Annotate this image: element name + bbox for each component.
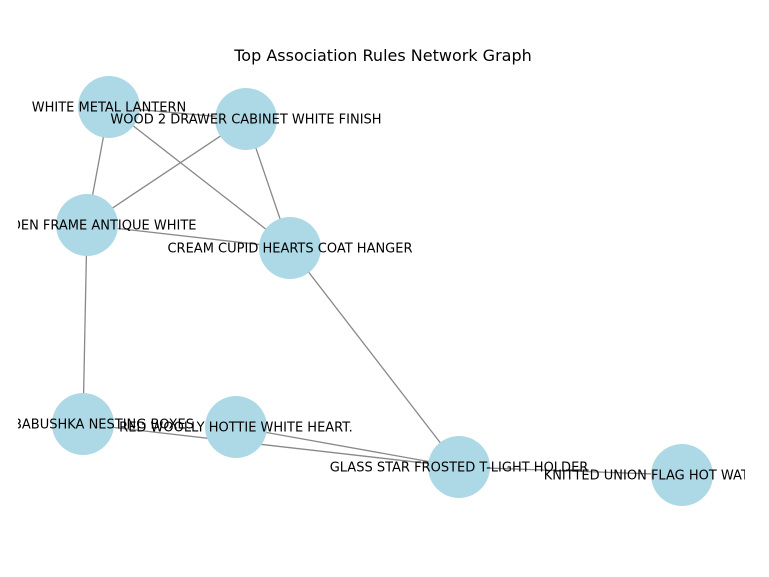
edges-layer [82, 106, 683, 476]
edge-hottie-glass [235, 426, 460, 468]
nodes-layer [52, 76, 713, 506]
node-label-babushka: SET 7 BABUSHKA NESTING BOXES [0, 418, 194, 433]
graph-title: Top Association Rules Network Graph [233, 46, 532, 65]
node-lantern [78, 76, 140, 138]
node-label-hanger: CREAM CUPID HEARTS COAT HANGER [167, 242, 412, 257]
node-label-frame: WOODEN FRAME ANTIQUE WHITE [0, 219, 196, 234]
edge-glass-flag [458, 466, 683, 476]
node-label-flag: KNITTED UNION FLAG HOT WATER BOTTLE [544, 469, 769, 484]
node-hottie [205, 396, 267, 458]
node-frame [56, 194, 118, 256]
edge-cabinet-frame [86, 118, 247, 226]
node-babushka [52, 393, 114, 455]
edge-lantern-hanger [108, 106, 291, 249]
node-label-glass: GLASS STAR FROSTED T-LIGHT HOLDER [330, 461, 589, 476]
edge-babushka-glass [82, 423, 460, 468]
node-flag [651, 444, 713, 506]
node-label-lantern: WHITE METAL LANTERN [32, 101, 186, 116]
node-cabinet [215, 88, 277, 150]
edge-frame-babushka [82, 224, 88, 425]
edge-hanger-glass [289, 247, 460, 468]
node-label-hottie: RED WOOLLY HOTTIE WHITE HEART. [119, 421, 353, 436]
node-label-cabinet: WOOD 2 DRAWER CABINET WHITE FINISH [110, 113, 381, 128]
edge-frame-hanger [86, 224, 291, 249]
node-glass [428, 436, 490, 498]
node-hanger [259, 217, 321, 279]
